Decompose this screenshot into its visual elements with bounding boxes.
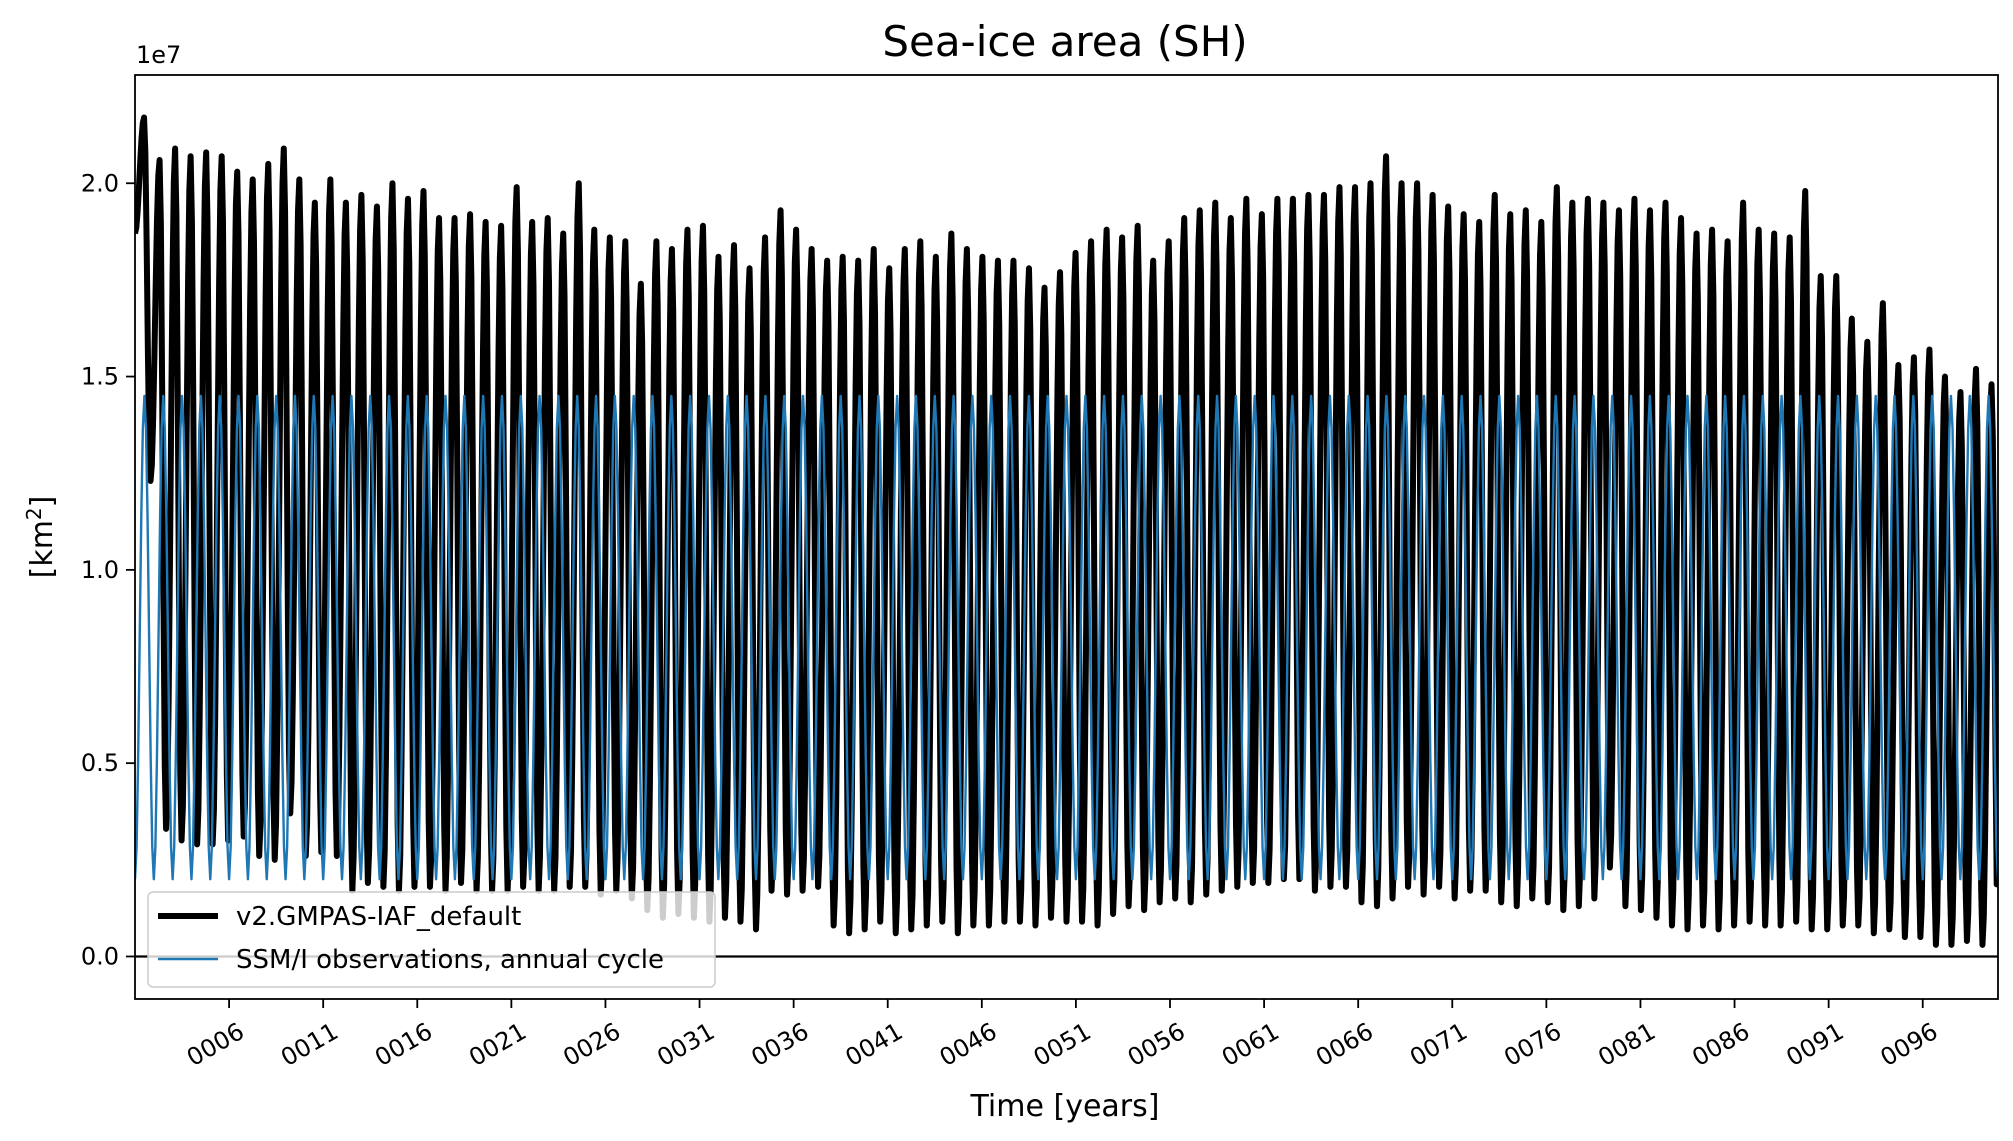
x-tick-label: 0011 [276, 1017, 343, 1072]
y-tick-label: 1.0 [81, 556, 119, 584]
legend: v2.GMPAS-IAF_default SSM/I observations,… [147, 891, 716, 988]
y-axis-label: [km2] [22, 496, 60, 579]
x-tick-label: 0091 [1782, 1017, 1849, 1072]
x-tick-label: 0086 [1687, 1017, 1754, 1072]
x-tick-label: 0036 [747, 1017, 814, 1072]
x-tick-label: 0051 [1029, 1017, 1096, 1072]
x-tick-label: 0016 [370, 1017, 437, 1072]
y-tick-label: 1.5 [81, 363, 119, 391]
series-line-ssmi-observations [135, 394, 1998, 881]
x-tick-label: 0006 [182, 1017, 249, 1072]
y-axis-label-end: ] [25, 496, 60, 508]
y-offset-label: 1e7 [136, 41, 181, 69]
x-tick-label: 0066 [1311, 1017, 1378, 1072]
x-tick-label: 0056 [1123, 1017, 1190, 1072]
series-line-v2-gmpas-iaf-default [135, 114, 1998, 948]
x-axis-label: Time [years] [970, 1089, 1160, 1124]
x-tick-label: 0081 [1593, 1017, 1660, 1072]
chart-title: Sea-ice area (SH) [882, 17, 1247, 66]
x-axis-ticks: 0006 0011 0016 0021 0026 0031 0036 0041 0046 0051… [182, 999, 1943, 1072]
legend-box [147, 891, 716, 988]
x-tick-label: 0021 [464, 1017, 531, 1072]
y-axis-ticks: 0.0 0.5 1.0 1.5 2.0 [81, 169, 135, 970]
y-tick-label: 0.0 [81, 942, 119, 970]
x-tick-label: 0041 [841, 1017, 908, 1072]
legend-label-model: v2.GMPAS-IAF_default [236, 902, 521, 932]
x-tick-label: 0061 [1217, 1017, 1284, 1072]
x-tick-label: 0031 [652, 1017, 719, 1072]
x-tick-label: 0071 [1405, 1017, 1472, 1072]
y-axis-label-main: [km [25, 520, 60, 578]
y-tick-label: 0.5 [81, 749, 119, 777]
y-tick-label: 2.0 [81, 169, 119, 197]
x-tick-label: 0046 [935, 1017, 1002, 1072]
plot-frame [134, 74, 1999, 1000]
legend-label-observations: SSM/I observations, annual cycle [236, 945, 664, 975]
x-tick-label: 0026 [558, 1017, 625, 1072]
x-tick-label: 0096 [1876, 1017, 1943, 1072]
y-axis-label-superscript: 2 [22, 507, 46, 520]
x-tick-label: 0076 [1499, 1017, 1566, 1072]
